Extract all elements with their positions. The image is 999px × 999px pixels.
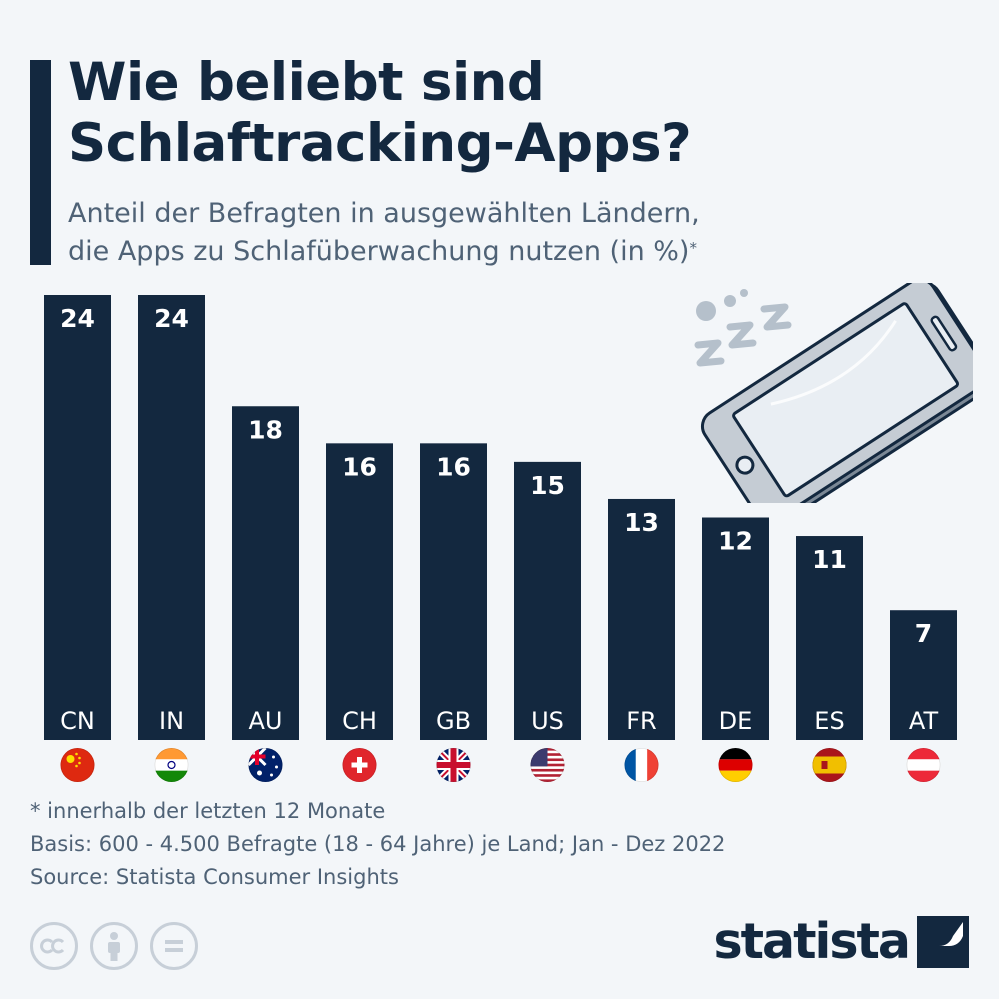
united-states-flag-icon [530, 748, 565, 782]
bar-de [702, 517, 769, 740]
category-label-at: AT [909, 707, 939, 735]
data-label-es: 11 [812, 545, 847, 574]
chart-subtitle: Anteil der Befragten in ausgewählten Län… [68, 195, 948, 271]
bar-au [232, 406, 299, 740]
statista-logo[interactable]: statista [713, 913, 969, 970]
category-label-us: US [531, 707, 564, 735]
bar-at [890, 610, 957, 740]
category-label-es: ES [814, 707, 844, 735]
chart-subtitle-line-2-text: die Apps zu Schlafüberwachung nutzen (in… [68, 236, 690, 267]
category-label-cn: CN [60, 707, 95, 735]
chart-title-line-2: Schlaftracking-Apps? [68, 113, 692, 174]
bar-in [138, 295, 205, 740]
category-label-au: AU [249, 707, 283, 735]
australia-flag-icon [248, 748, 283, 782]
category-label-de: DE [719, 707, 753, 735]
switzerland-flag-icon [342, 748, 377, 782]
statista-logo-icon [917, 915, 969, 968]
chart-subtitle-line-1: Anteil der Befragten in ausgewählten Län… [68, 198, 700, 229]
data-label-cn: 24 [60, 304, 95, 333]
spain-flag-icon [812, 748, 847, 782]
chart-title-line-1: Wie beliebt sind [68, 52, 545, 113]
logo-text: statista [713, 913, 911, 970]
china-flag-icon [60, 748, 95, 782]
footnote-period: * innerhalb der letzten 12 Monate [30, 799, 386, 823]
germany-flag-icon [718, 748, 753, 782]
france-flag-icon [624, 748, 659, 782]
footnote-basis: Basis: 600 - 4.500 Befragte (18 - 64 Jah… [30, 832, 726, 856]
data-label-gb: 16 [436, 452, 471, 481]
attribution-icon[interactable] [90, 922, 138, 970]
bar-ch [326, 443, 393, 740]
austria-flag-icon [906, 748, 941, 782]
chart-subtitle-line-2: die Apps zu Schlafüberwachung nutzen (in… [68, 233, 948, 271]
bar-es [796, 536, 863, 740]
title-accent-bar [30, 60, 51, 265]
category-label-gb: GB [436, 707, 471, 735]
footnotes: * innerhalb der letzten 12 Monate Basis:… [30, 795, 725, 894]
creative-commons-icon[interactable] [30, 922, 78, 970]
chart-title: Wie beliebt sind Schlaftracking-Apps? [68, 52, 948, 174]
bar-cn [44, 295, 111, 740]
data-label-at: 7 [915, 619, 932, 648]
data-label-in: 24 [154, 304, 189, 333]
zzz-symbol [694, 303, 792, 367]
sleeping-phone-icon [694, 283, 973, 503]
data-label-de: 12 [718, 527, 753, 556]
data-label-au: 18 [248, 415, 283, 444]
bar-fr [608, 498, 675, 740]
category-label-fr: FR [626, 707, 656, 735]
footnote-source: Source: Statista Consumer Insights [30, 865, 399, 889]
category-label-ch: CH [342, 707, 377, 735]
india-flag-icon [154, 748, 189, 782]
bar-us [514, 461, 581, 740]
data-label-ch: 16 [342, 452, 377, 481]
bar-gb [420, 443, 487, 740]
data-label-fr: 13 [624, 508, 659, 537]
united-kingdom-flag-icon [436, 748, 471, 782]
subtitle-footnote-mark: * [689, 239, 697, 257]
category-label-in: IN [159, 707, 184, 735]
data-label-us: 15 [530, 471, 565, 500]
no-derivatives-icon[interactable] [150, 922, 198, 970]
